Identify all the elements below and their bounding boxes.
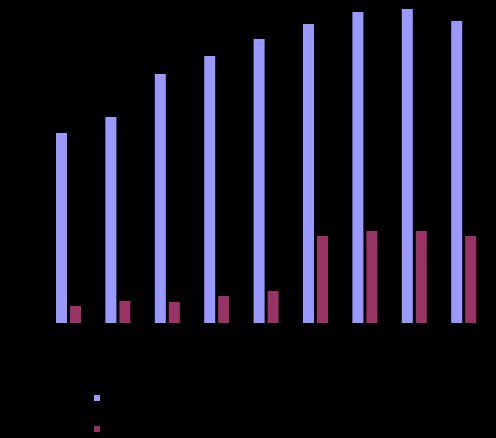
bar-edge-series1-9 — [462, 21, 465, 323]
bar-series2-2 — [119, 301, 132, 323]
bar-edge-series2-1 — [81, 306, 83, 323]
bar-edge-series2-9 — [476, 236, 479, 323]
bar-series1-3 — [154, 74, 167, 323]
bar-edge-series2-3 — [179, 302, 182, 323]
bar-series1-2 — [105, 117, 118, 323]
bar-edge-series1-4 — [215, 56, 218, 323]
legend-swatch-1 — [94, 395, 100, 401]
bar-series2-9 — [465, 236, 478, 323]
bar-edge-series2-8 — [426, 231, 429, 323]
bar-edge-series1-5 — [264, 39, 267, 323]
bar-edge-series1-1 — [67, 133, 69, 323]
bar-edge-series1-8 — [412, 9, 415, 323]
bar-edge-series1-6 — [314, 24, 316, 323]
bar-series2-6 — [317, 236, 329, 323]
bar-edge-series1-3 — [165, 74, 168, 323]
bar-edge-series1-7 — [363, 12, 366, 323]
bar-edge-series2-4 — [229, 296, 232, 323]
bar-edge-series2-7 — [377, 231, 380, 323]
bar-series2-1 — [70, 306, 82, 323]
bar-series2-8 — [415, 231, 428, 323]
bar-series2-5 — [267, 291, 280, 323]
legend-swatch-2 — [94, 426, 100, 432]
bar-series1-4 — [204, 56, 217, 323]
bar-edge-series1-2 — [116, 117, 119, 323]
bar-edge-series2-6 — [328, 236, 330, 323]
bar-series1-6 — [303, 24, 315, 323]
bar-series2-7 — [366, 231, 379, 323]
bar-edge-series2-2 — [130, 301, 133, 323]
bar-series2-4 — [218, 296, 231, 323]
bar-series1-1 — [56, 133, 68, 323]
bar-series2-3 — [168, 302, 181, 323]
bar-series1-9 — [451, 21, 464, 323]
bar-series1-5 — [253, 39, 266, 323]
bar-series1-8 — [401, 9, 414, 323]
bar-series1-7 — [352, 12, 365, 323]
bar-edge-series2-5 — [278, 291, 281, 323]
